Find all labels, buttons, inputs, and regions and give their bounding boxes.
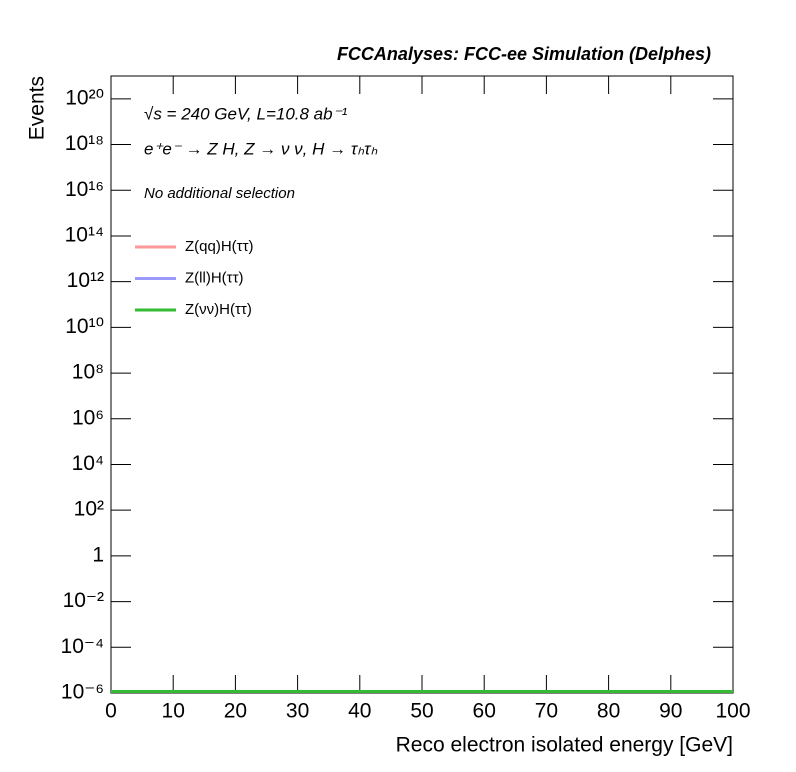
x-tick-label: 10 (162, 700, 185, 723)
x-tick-label: 0 (105, 700, 117, 723)
y-tick-label: 10⁴ (72, 452, 104, 475)
x-tick-label: 70 (535, 700, 558, 723)
annotation: e⁺e⁻ → Z H, Z → ν ν, H → τₕτₕ (144, 139, 377, 158)
y-tick-label: 10⁻² (63, 589, 104, 612)
y-tick-label: 10⁶ (72, 406, 104, 429)
annotation: No additional selection (144, 185, 295, 202)
y-tick-label: 10¹⁸ (65, 132, 104, 155)
y-tick-label: 10² (74, 498, 104, 521)
annotation: √s = 240 GeV, L=10.8 ab⁻¹ (144, 104, 348, 123)
y-axis-label: Events (26, 76, 49, 140)
y-tick-label: 10⁻⁶ (61, 681, 104, 704)
x-tick-label: 20 (224, 700, 247, 723)
y-tick-label: 10¹⁰ (65, 315, 104, 338)
chart-title: FCCAnalyses: FCC-ee Simulation (Delphes) (337, 44, 711, 64)
legend-label: Z(νν)H(ττ) (185, 301, 252, 318)
plot-frame (110, 75, 734, 694)
y-tick-label: 10⁻⁴ (61, 635, 104, 658)
x-tick-label: 50 (410, 700, 433, 723)
y-tick-label: 10²⁰ (65, 86, 104, 109)
legend-label: Z(qq)H(ττ) (185, 238, 254, 255)
y-tick-label: 10⁸ (72, 361, 104, 384)
x-tick-label: 40 (348, 700, 371, 723)
y-tick-label: 1 (92, 543, 104, 566)
x-tick-label: 100 (715, 700, 750, 723)
y-tick-label: 10¹⁶ (65, 178, 104, 201)
x-axis-label: Reco electron isolated energy [GeV] (396, 734, 733, 757)
x-tick-label: 90 (659, 700, 682, 723)
x-tick-label: 60 (473, 700, 496, 723)
y-tick-label: 10¹⁴ (65, 224, 104, 247)
legend-label: Z(ll)H(ττ) (185, 269, 244, 286)
x-tick-label: 80 (597, 700, 620, 723)
x-tick-label: 30 (286, 700, 309, 723)
y-tick-label: 10¹² (67, 269, 104, 292)
